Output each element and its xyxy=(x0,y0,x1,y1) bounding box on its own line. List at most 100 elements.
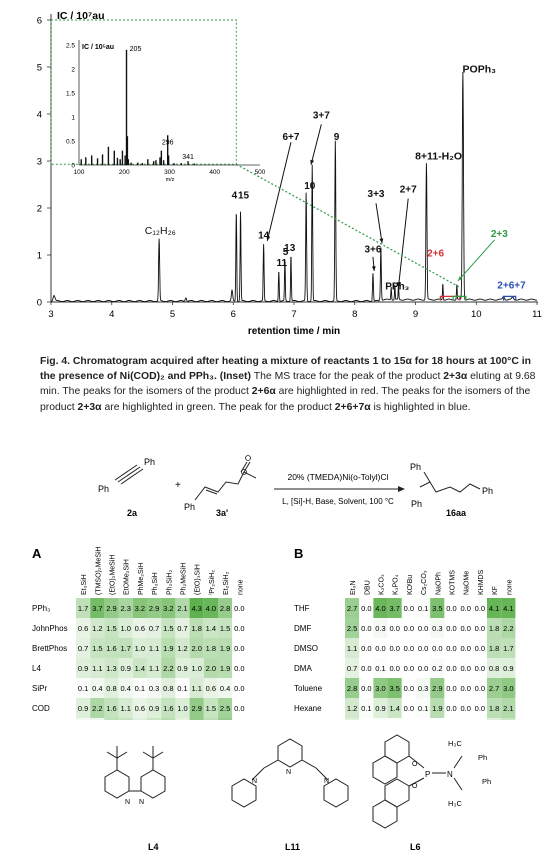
ligand-l6-label: L6 xyxy=(410,842,421,852)
column-header: Ph₃SiH xyxy=(152,572,159,595)
y-tick-label: 3 xyxy=(37,157,42,168)
heatmap-cell xyxy=(147,718,162,720)
cell-value: 0.9 xyxy=(149,704,159,713)
heatmap-cell xyxy=(416,638,431,658)
cell-value: 0.1 xyxy=(78,684,88,693)
column-header: NaOMe xyxy=(464,571,471,595)
column-header: none xyxy=(237,579,244,595)
heatmap-cell xyxy=(175,678,190,698)
inset-x-label: m/z xyxy=(166,177,175,183)
heatmap-cell xyxy=(161,698,176,718)
heatmap-cell xyxy=(76,718,91,720)
heatmap-cell xyxy=(189,718,204,720)
heatmap-cell xyxy=(161,618,176,638)
cell-value: 3.0 xyxy=(503,684,513,693)
heatmap-cell xyxy=(161,658,176,678)
row-label: PPh₃ xyxy=(32,604,50,613)
heatmap-b: B Et₃N DBU K₂CO₃ K₃PO₄ KOᵗBu Cs₂CO₃ NaOPh KOTMS N… xyxy=(294,546,516,720)
inset-y-tick-label: 1.5 xyxy=(66,91,75,98)
heatmap-cell xyxy=(487,718,502,720)
ms-inset: IC / 10⁵au m/z 100 200 300 400 500 0 0.5 1 1.5 2… xyxy=(66,40,266,183)
cell-value: 0.9 xyxy=(375,704,385,713)
cell-value: 1.3 xyxy=(106,664,116,673)
cell-value: 1.5 xyxy=(163,624,173,633)
heatmap-cell xyxy=(147,638,162,658)
cell-value: 1.1 xyxy=(120,704,130,713)
heatmap-cell xyxy=(104,618,119,638)
cell-value: 0.0 xyxy=(460,604,470,613)
cell-value: 0.0 xyxy=(234,704,244,713)
cell-value: 1.5 xyxy=(106,624,116,633)
column-header: (EtO)₂MeSiH xyxy=(110,555,117,595)
inset-y-tick-label: 2.5 xyxy=(66,43,75,50)
peak-arrow-head xyxy=(266,235,271,241)
cell-value: 1.6 xyxy=(106,704,116,713)
cell-value: 1.6 xyxy=(106,644,116,653)
column-header: DBU xyxy=(364,580,371,595)
cell-value: 1.5 xyxy=(220,624,230,633)
product-ph-2: Ph xyxy=(411,499,422,509)
ligand-l4-label: L4 xyxy=(148,842,159,852)
heatmap-cell xyxy=(472,698,487,718)
heatmap-cell xyxy=(90,618,105,638)
cell-value: 0.8 xyxy=(106,684,116,693)
column-header: KF xyxy=(492,586,499,595)
inset-x-tick-label: 200 xyxy=(119,169,130,176)
cell-value: 2.1 xyxy=(503,704,513,713)
peak-label: 11 xyxy=(277,258,288,269)
cell-value: 0.0 xyxy=(475,704,485,713)
cell-value: 0.0 xyxy=(446,664,456,673)
peak-arrow-line xyxy=(397,198,409,288)
product-16aa: Ph Ph Ph 16aa xyxy=(410,462,493,518)
heatmap-cell xyxy=(501,678,516,698)
peak-arrow-head xyxy=(379,238,384,244)
cell-value: 0.8 xyxy=(489,664,499,673)
peak-label: POPh₃ xyxy=(463,64,497,76)
x-tick-label: 9 xyxy=(413,309,418,320)
cell-value: 0.0 xyxy=(460,664,470,673)
column-header: PhMe₂SiH xyxy=(138,563,145,595)
row-label: DMSO xyxy=(294,644,318,653)
reactant-3a-ph: Ph xyxy=(184,502,195,512)
label-2a: 2a xyxy=(127,508,138,518)
heatmap-cell xyxy=(345,658,360,678)
heatmap-cell xyxy=(444,618,459,638)
peak-arrow-head xyxy=(397,282,401,287)
heatmap-cell xyxy=(472,598,487,618)
column-header: K₃PO₄ xyxy=(393,574,400,595)
inset-x-tick-label: 300 xyxy=(164,169,175,176)
column-header: NaOPh xyxy=(435,572,442,595)
cell-value: 0.8 xyxy=(163,684,173,693)
peak-label: 3+7 xyxy=(313,111,330,122)
heatmap-cell xyxy=(161,678,176,698)
cell-value: 0.0 xyxy=(446,604,456,613)
cell-value: 2.8 xyxy=(220,604,230,613)
peak-label: 2+6+7 xyxy=(497,280,526,291)
heatmap-cell xyxy=(359,618,374,638)
figure-caption: Fig. 4. Chromatogram acquired after heat… xyxy=(40,354,540,415)
heatmap-cell xyxy=(175,638,190,658)
y-tick-label: 1 xyxy=(37,251,42,262)
heatmap-cell xyxy=(132,598,147,618)
heatmap-cell xyxy=(218,678,233,698)
reactant-3a: Ph 3a' xyxy=(184,455,257,518)
heatmap-cell xyxy=(387,658,402,678)
peak-label: 4 xyxy=(232,191,238,202)
cell-value: 1.8 xyxy=(206,644,216,653)
heatmap-cell xyxy=(203,658,218,678)
heatmap-cell xyxy=(345,618,360,638)
reactant-ph-left: Ph xyxy=(98,484,109,494)
cell-value: 4.1 xyxy=(489,604,499,613)
cell-value: 0.7 xyxy=(78,644,88,653)
heatmap-cell xyxy=(175,618,190,638)
heatmap-cell xyxy=(487,618,502,638)
cell-value: 0.0 xyxy=(375,644,385,653)
cell-value: 0.0 xyxy=(460,684,470,693)
cell-value: 0.0 xyxy=(418,624,428,633)
highlight-bracket xyxy=(439,295,461,301)
column-header: ⁱPr₂SiH₂ xyxy=(208,570,216,595)
inset-ms-bars xyxy=(80,49,196,165)
heatmap-cell xyxy=(345,718,360,720)
row-label: Hexane xyxy=(294,704,322,713)
cell-value: 2.9 xyxy=(106,604,116,613)
